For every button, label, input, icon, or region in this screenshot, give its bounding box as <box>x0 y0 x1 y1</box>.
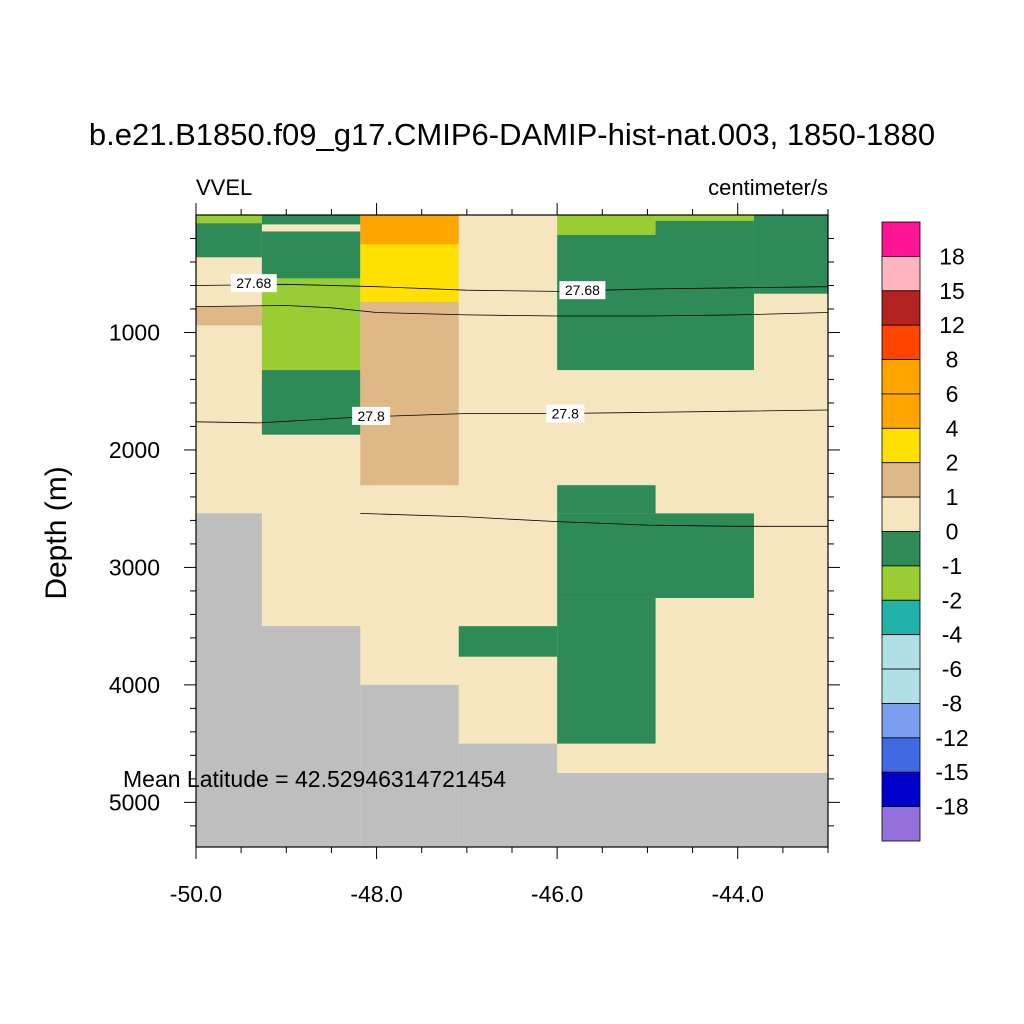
colorbar-box <box>881 531 921 567</box>
colorbar-box <box>881 462 921 498</box>
contour-label: 27.8 <box>552 406 579 422</box>
chart-title: b.e21.B1850.f09_g17.CMIP6-DAMIP-hist-nat… <box>89 117 935 152</box>
field-cell <box>360 244 459 302</box>
colorbar-box <box>881 255 921 292</box>
colorbar-label: -6 <box>942 656 962 682</box>
plot-area: 27.68 27.68 27.8 27.8 <box>195 215 829 847</box>
colorbar-label: -18 <box>935 794 968 820</box>
colorbar-label: -15 <box>935 759 968 785</box>
density-contour <box>195 409 829 424</box>
field-cell <box>655 220 754 235</box>
y-tick-label: 2000 <box>109 437 160 463</box>
colorbar-label: 4 <box>946 415 959 441</box>
field-cell <box>261 231 361 279</box>
colorbar-box <box>881 427 921 464</box>
field-cell <box>753 215 828 294</box>
colorbar-label: 2 <box>946 450 959 476</box>
field-cell <box>360 301 459 486</box>
contour-label-box <box>559 281 606 300</box>
axes: -50.0 -48.0 -46.0 -44.0 1000 2000 3000 4000 5000 <box>109 203 840 907</box>
field-cell <box>196 223 262 258</box>
density-contour <box>195 305 829 317</box>
field-cell <box>655 215 754 221</box>
colorbar-box <box>881 634 921 670</box>
field-cell <box>557 485 656 514</box>
units-label: centimeter/s <box>708 175 828 200</box>
colorbar-label: -2 <box>942 587 962 613</box>
contour-label: 27.68 <box>236 275 271 291</box>
field-cell <box>557 215 656 235</box>
land-mask <box>196 513 262 847</box>
x-tick-label: -44.0 <box>711 881 763 907</box>
colorbar-box <box>881 359 921 395</box>
land-mask <box>261 626 361 847</box>
colorbar-label: -12 <box>935 725 968 751</box>
colorbar-box <box>881 324 921 360</box>
colorbar: 18 15 12 8 6 4 2 1 0 -1 -2 -4 -6 -8 -12 -15 -18 <box>881 221 969 842</box>
colorbar-label: 12 <box>939 312 965 338</box>
field-cell <box>261 278 361 371</box>
colorbar-label: 18 <box>939 243 965 269</box>
field-cell <box>196 215 262 224</box>
field-cell <box>360 215 459 245</box>
mean-latitude-annotation: Mean Latitude = 42.52946314721454 <box>123 766 506 792</box>
y-axis-label: Depth (m) <box>40 466 73 599</box>
land-mask <box>557 772 828 847</box>
field-cell <box>557 513 754 598</box>
colorbar-box <box>881 599 921 636</box>
y-tick-label: 4000 <box>109 672 160 698</box>
field-cell <box>557 234 754 371</box>
y-tick-label: 1000 <box>109 319 160 345</box>
colorbar-label: -1 <box>942 553 962 579</box>
contour-label-box <box>230 274 277 293</box>
field-cell <box>261 215 361 225</box>
colorbar-label: -4 <box>942 622 963 648</box>
x-tick-label: -46.0 <box>531 881 583 907</box>
colorbar-box <box>881 393 921 429</box>
colorbar-box <box>881 703 921 739</box>
colorbar-box <box>881 771 921 808</box>
colorbar-label: 1 <box>946 484 959 510</box>
land-mask <box>458 743 558 847</box>
variable-name: VVEL <box>196 175 252 200</box>
density-contour <box>360 513 828 527</box>
field-cell <box>557 597 656 744</box>
x-tick-label: -50.0 <box>170 881 222 907</box>
y-tick-label: 3000 <box>109 554 160 580</box>
colorbar-box <box>881 221 921 257</box>
contour-label-box <box>352 406 391 425</box>
y-tick-label: 5000 <box>109 789 160 815</box>
colorbar-box <box>881 806 921 842</box>
land-mask <box>360 684 459 847</box>
colorbar-box <box>881 668 921 704</box>
colorbar-label: 15 <box>939 278 965 304</box>
colorbar-box <box>881 565 921 601</box>
colorbar-box <box>881 496 921 532</box>
contour-label: 27.68 <box>565 282 600 298</box>
density-contour <box>195 283 829 292</box>
colorbar-box <box>881 290 921 326</box>
x-tick-label: -48.0 <box>350 881 402 907</box>
colorbar-box <box>881 737 921 773</box>
colorbar-label: 6 <box>946 381 959 407</box>
field-cell <box>196 306 262 326</box>
contour-label: 27.8 <box>358 408 385 424</box>
field-cell <box>261 370 361 435</box>
colorbar-label: 0 <box>946 519 959 545</box>
field-cell <box>458 626 558 657</box>
colorbar-label: -8 <box>942 690 962 716</box>
colorbar-label: 8 <box>946 347 959 373</box>
contour-label-box <box>546 404 585 423</box>
